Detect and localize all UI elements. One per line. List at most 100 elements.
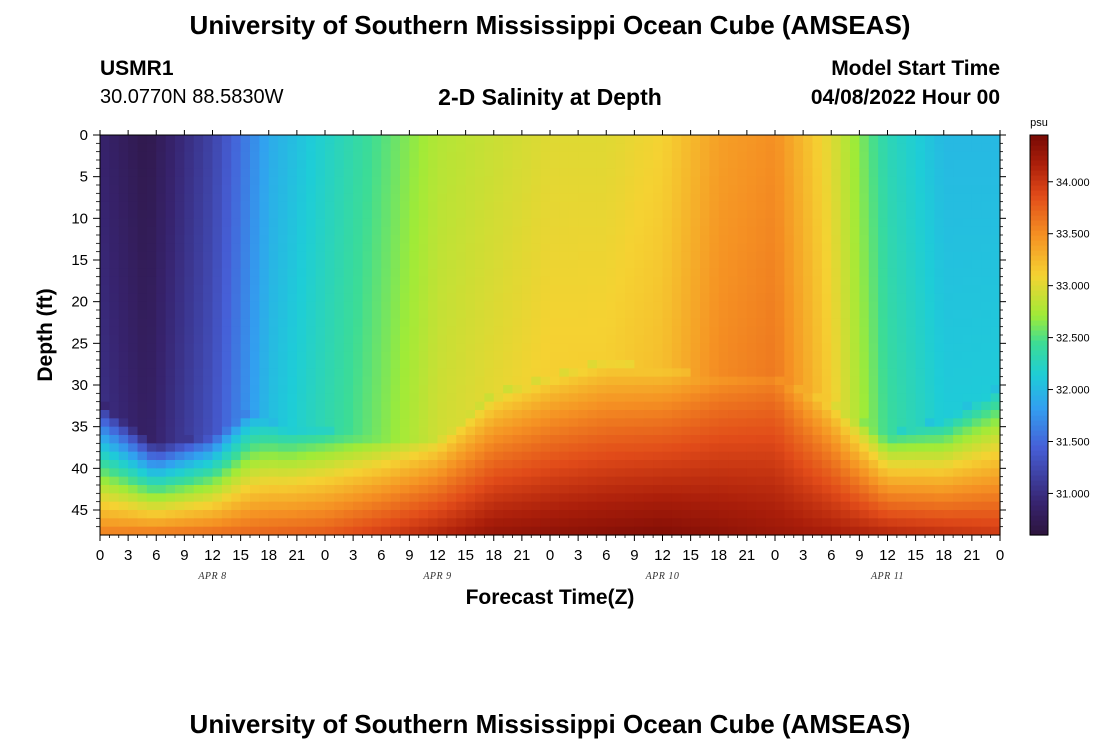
heatmap-cell: [165, 285, 176, 294]
heatmap-cell: [925, 476, 935, 486]
heatmap-cell: [390, 526, 401, 536]
heatmap-cell: [559, 518, 570, 528]
heatmap-cell: [475, 176, 485, 186]
heatmap-cell: [981, 160, 992, 169]
heatmap-cell: [690, 251, 701, 261]
heatmap-cell: [512, 218, 523, 228]
heatmap-cell: [728, 251, 739, 261]
heatmap-cell: [568, 193, 579, 203]
heatmap-cell: [437, 493, 448, 503]
heatmap-cell: [306, 401, 317, 411]
heatmap-cell: [559, 301, 570, 311]
heatmap-cell: [896, 360, 907, 369]
heatmap-cell: [578, 410, 589, 419]
heatmap-cell: [559, 218, 570, 228]
heatmap-cell: [568, 301, 579, 311]
heatmap-cell: [990, 326, 1001, 336]
heatmap-cell: [484, 501, 495, 511]
heatmap-cell: [690, 368, 701, 378]
heatmap-cell: [896, 135, 907, 144]
heatmap-cell: [100, 326, 110, 336]
heatmap-cell: [784, 235, 795, 244]
heatmap-cell: [662, 151, 673, 161]
heatmap-cell: [184, 151, 195, 161]
heatmap-cell: [803, 326, 814, 336]
heatmap-cell: [906, 276, 917, 286]
heatmap-cell: [737, 510, 748, 519]
heatmap-cell: [456, 226, 467, 236]
heatmap-cell: [146, 510, 157, 519]
heatmap-cell: [381, 485, 392, 494]
heatmap-cell: [540, 301, 551, 311]
heatmap-cell: [165, 485, 176, 494]
heatmap-cell: [390, 393, 401, 403]
heatmap-cell: [118, 193, 129, 203]
heatmap-cell: [578, 251, 589, 261]
heatmap-cell: [981, 476, 992, 486]
heatmap-cell: [568, 268, 579, 278]
heatmap-cell: [550, 493, 560, 503]
heatmap-cell: [184, 235, 195, 244]
heatmap-cell: [184, 526, 195, 536]
heatmap-cell: [334, 418, 345, 428]
heatmap-cell: [671, 510, 682, 519]
heatmap-cell: [981, 301, 992, 311]
heatmap-cell: [915, 426, 926, 436]
heatmap-cell: [268, 210, 279, 219]
heatmap-cell: [850, 185, 860, 194]
heatmap-cell: [681, 176, 692, 186]
heatmap-cell: [981, 168, 992, 178]
heatmap-cell: [128, 318, 139, 328]
heatmap-cell: [662, 285, 673, 294]
heatmap-cell: [756, 235, 767, 244]
heatmap-cell: [503, 460, 514, 469]
heatmap-cell: [793, 176, 804, 186]
heatmap-cell: [831, 168, 842, 178]
heatmap-cell: [184, 160, 195, 169]
heatmap-cell: [643, 376, 654, 386]
heatmap-cell: [503, 426, 514, 436]
heatmap-cell: [587, 135, 598, 144]
heatmap-cell: [878, 176, 889, 186]
heatmap-cell: [503, 526, 514, 536]
heatmap-cell: [475, 301, 485, 311]
heatmap-cell: [221, 351, 232, 361]
heatmap-cell: [418, 268, 429, 278]
heatmap-cell: [728, 218, 739, 228]
heatmap-cell: [221, 210, 232, 219]
heatmap-cell: [943, 193, 954, 203]
heatmap-cell: [400, 510, 410, 519]
heatmap-cell: [728, 293, 739, 303]
heatmap-cell: [221, 526, 232, 536]
heatmap-cell: [128, 235, 139, 244]
heatmap-cell: [662, 210, 673, 219]
heatmap-cell: [840, 335, 851, 344]
heatmap-cell: [315, 418, 326, 428]
heatmap-cell: [400, 526, 410, 536]
heatmap-cell: [437, 326, 448, 336]
heatmap-cell: [915, 185, 926, 194]
heatmap-cell: [400, 393, 410, 403]
heatmap-cell: [193, 526, 204, 536]
heatmap-cell: [362, 276, 373, 286]
heatmap-cell: [784, 301, 795, 311]
y-tick-label: 5: [80, 169, 88, 186]
heatmap-cell: [137, 410, 148, 419]
heatmap-cell: [906, 210, 917, 219]
x-tick-label: 9: [180, 547, 188, 564]
heatmap-cell: [934, 385, 945, 394]
heatmap-cell: [784, 160, 795, 169]
heatmap-cell: [596, 218, 607, 228]
y-tick-label: 45: [71, 502, 88, 519]
heatmap-cell: [596, 135, 607, 144]
heatmap-cell: [971, 268, 982, 278]
heatmap-cell: [465, 410, 476, 419]
heatmap-cell: [915, 510, 926, 519]
heatmap-cell: [493, 218, 504, 228]
heatmap-cell: [671, 135, 682, 144]
heatmap-cell: [962, 360, 973, 369]
heatmap-cell: [446, 385, 457, 394]
heatmap-cell: [531, 360, 542, 369]
heatmap-cell: [193, 510, 204, 519]
heatmap-cell: [315, 251, 326, 261]
